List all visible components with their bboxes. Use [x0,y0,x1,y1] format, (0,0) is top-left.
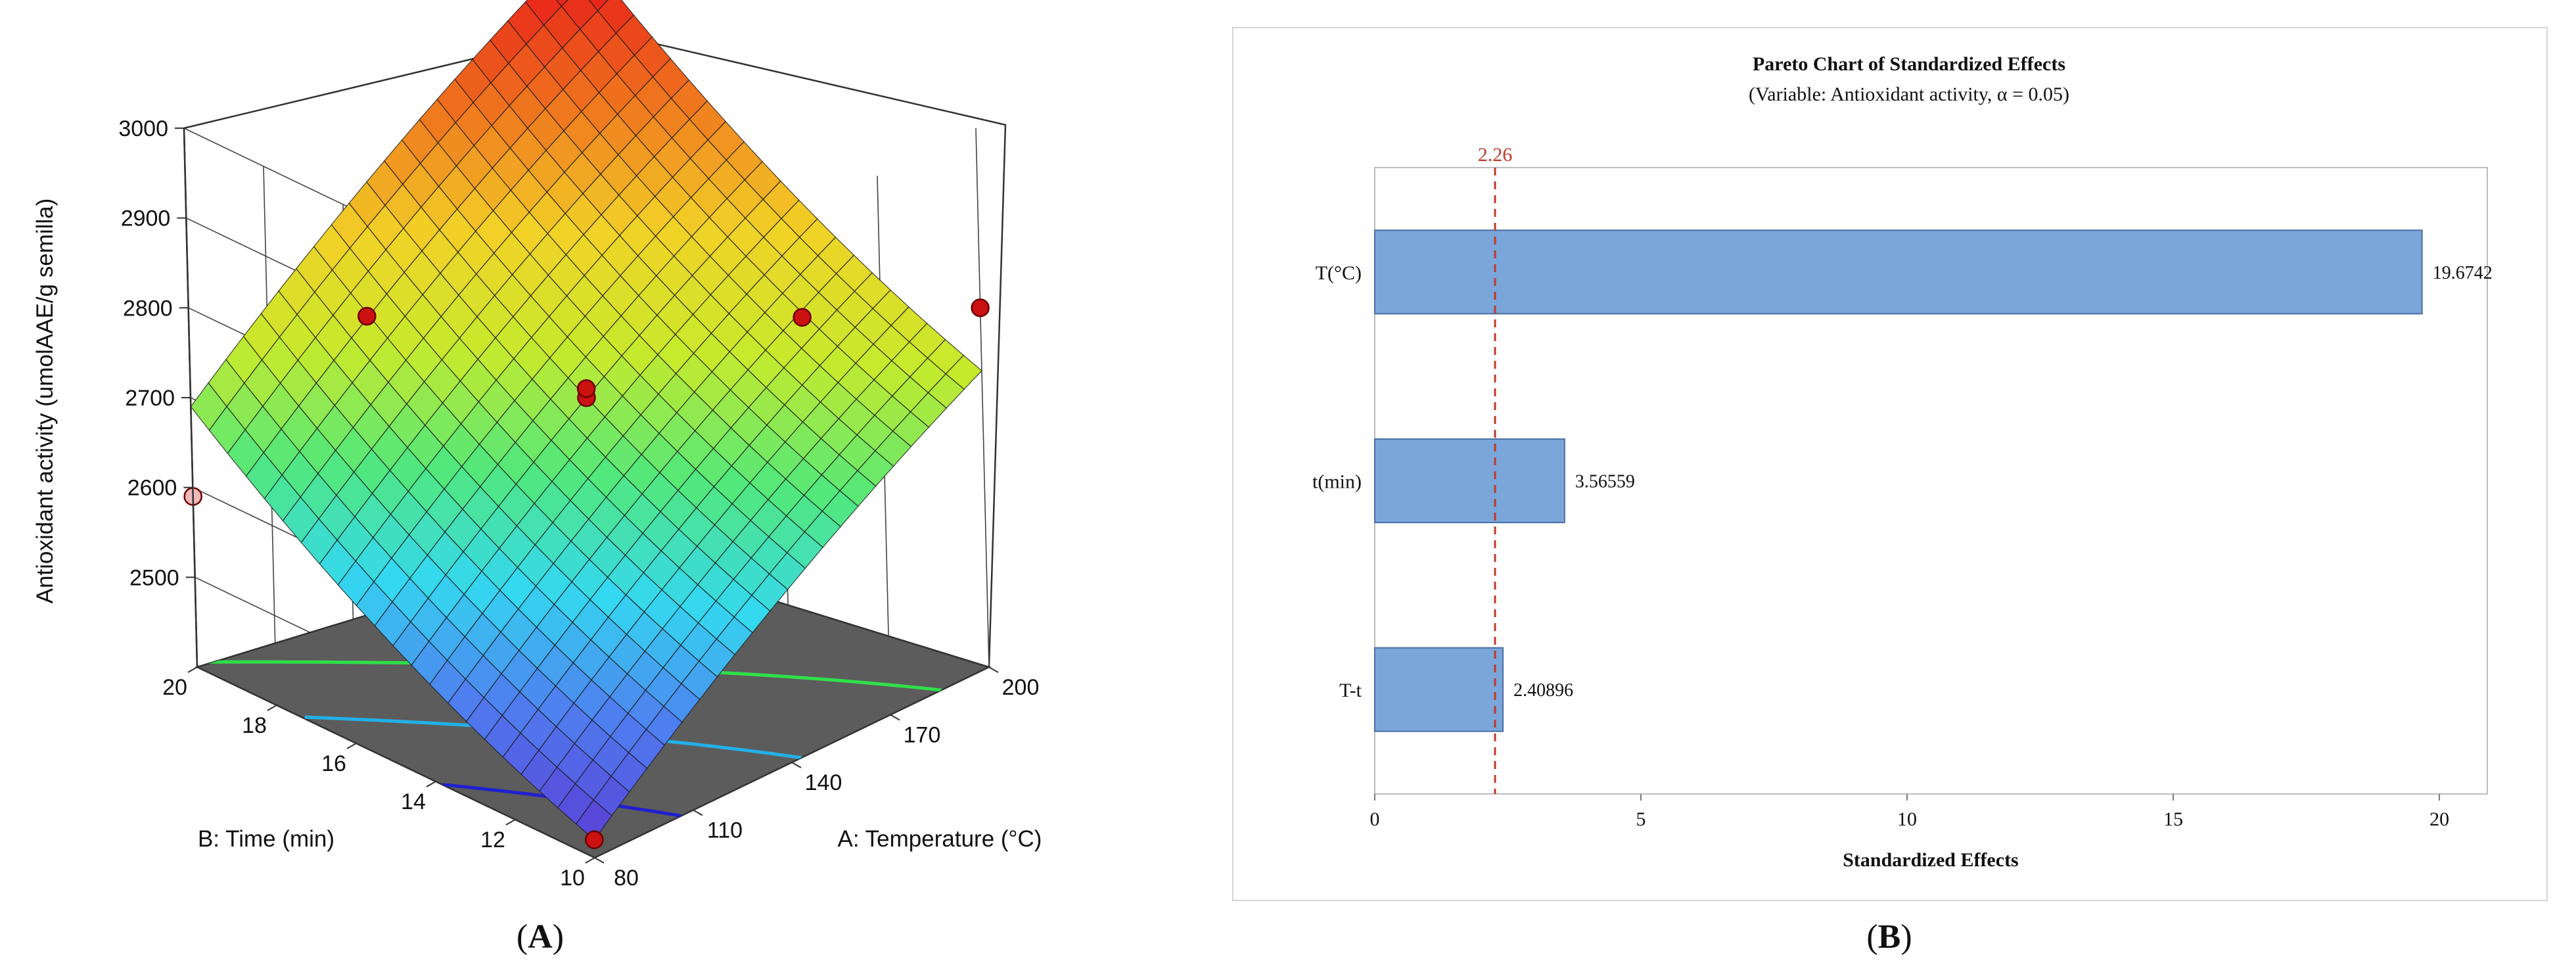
pareto-bar [1374,229,2423,315]
surface-patch [555,0,568,7]
y-tick-mark [346,743,357,749]
svg-text:(B): (B) [1866,918,1912,956]
z-tick-label: 3000 [118,116,168,141]
design-point [793,308,812,327]
pareto-value-label: 2.40896 [1513,680,1573,701]
y-tick-label: 20 [162,675,187,700]
x-tick-mark [693,809,703,816]
pareto-x-tick-label: 20 [2429,808,2449,830]
pareto-bars: T(°C) 19.6742 t(min) 3.56559 T-t 2.40896 [1312,229,2493,732]
x-tick-mark [791,762,802,768]
x-tick-mark [594,857,605,864]
design-points [183,298,990,849]
pareto-x-tick-label: 15 [2163,808,2183,830]
x-tick-label: 200 [1002,675,1040,700]
pareto-x-tick-label: 5 [1636,808,1646,830]
x-tick-label: 110 [707,818,743,843]
y-tick-label: 12 [480,827,505,852]
pareto-title: Pareto Chart of Standardized Effects [1753,53,2065,75]
design-point [585,830,604,849]
x-axis-ticks: 80 110 140 170 200 [594,666,1040,891]
y-tick-mark [505,819,516,826]
pareto-bar [1374,438,1565,524]
right-wall-vertical-gridline [975,128,990,668]
panel-label-b: (B) [1866,918,1912,956]
panel-label-a-text: A [528,918,553,956]
pareto-value-label: 3.56559 [1575,472,1635,492]
pareto-value-label: 19.6742 [2433,263,2493,283]
pareto-x-tick-label: 0 [1370,808,1380,830]
panel-label-b-text: B [1878,918,1901,956]
reference-line-group: 2.26 [1478,144,1513,794]
z-tick-label: 2800 [123,296,173,321]
pareto-category-label: T(°C) [1316,262,1362,284]
y-tick-label: 16 [321,751,346,776]
z-axis-label: Antioxidant activity (umolAAE/g semilla) [32,198,58,604]
pareto-category-label: T-t [1339,680,1362,701]
y-tick-mark [585,857,595,864]
y-tick-mark [267,705,277,711]
y-axis-ticks: 10 12 14 16 18 20 [162,666,595,891]
y-tick-mark [187,666,198,673]
design-point [357,306,377,326]
pareto-x-axis-label: Standardized Effects [1843,849,2018,871]
pareto-x-ticks: 0 5 10 15 20 [1370,794,2449,830]
pareto-bar [1374,647,1504,732]
pareto-panel: Pareto Chart of Standardized Effects (Va… [1232,27,2548,956]
z-tick-label: 2600 [127,476,177,501]
pareto-subtitle: (Variable: Antioxidant activity, α = 0.0… [1749,83,2069,105]
surface-panel: 2500 2600 2700 2800 2900 3000 10 12 14 16 18 20 80… [32,0,1042,956]
y-tick-label: 10 [560,866,585,891]
design-point [971,298,990,317]
pareto-x-tick-label: 10 [1897,808,1917,830]
x-tick-mark [988,666,999,673]
y-tick-label: 14 [401,789,426,814]
svg-text:(A): (A) [517,918,564,956]
x-tick-mark [890,714,900,721]
design-point [576,379,596,398]
response-surface [190,0,982,841]
z-axis-ticks: 2500 2600 2700 2800 2900 3000 [118,116,195,590]
panel-label-a: (A) [517,918,564,956]
x-tick-label: 140 [805,770,842,795]
x-tick-label: 170 [904,723,941,748]
z-tick-label: 2500 [129,565,179,590]
surface-patch [575,799,612,841]
y-axis-label: B: Time (min) [198,826,334,852]
z-tick-label: 2700 [125,386,175,411]
y-tick-label: 18 [242,713,267,738]
y-tick-mark [426,781,436,787]
surface-patch [588,0,609,12]
reference-line-label: 2.26 [1478,144,1513,166]
z-tick-label: 2900 [121,206,171,231]
x-axis-label: A: Temperature (°C) [838,826,1042,852]
x-tick-label: 80 [614,866,639,891]
pareto-category-label: t(min) [1312,471,1362,493]
